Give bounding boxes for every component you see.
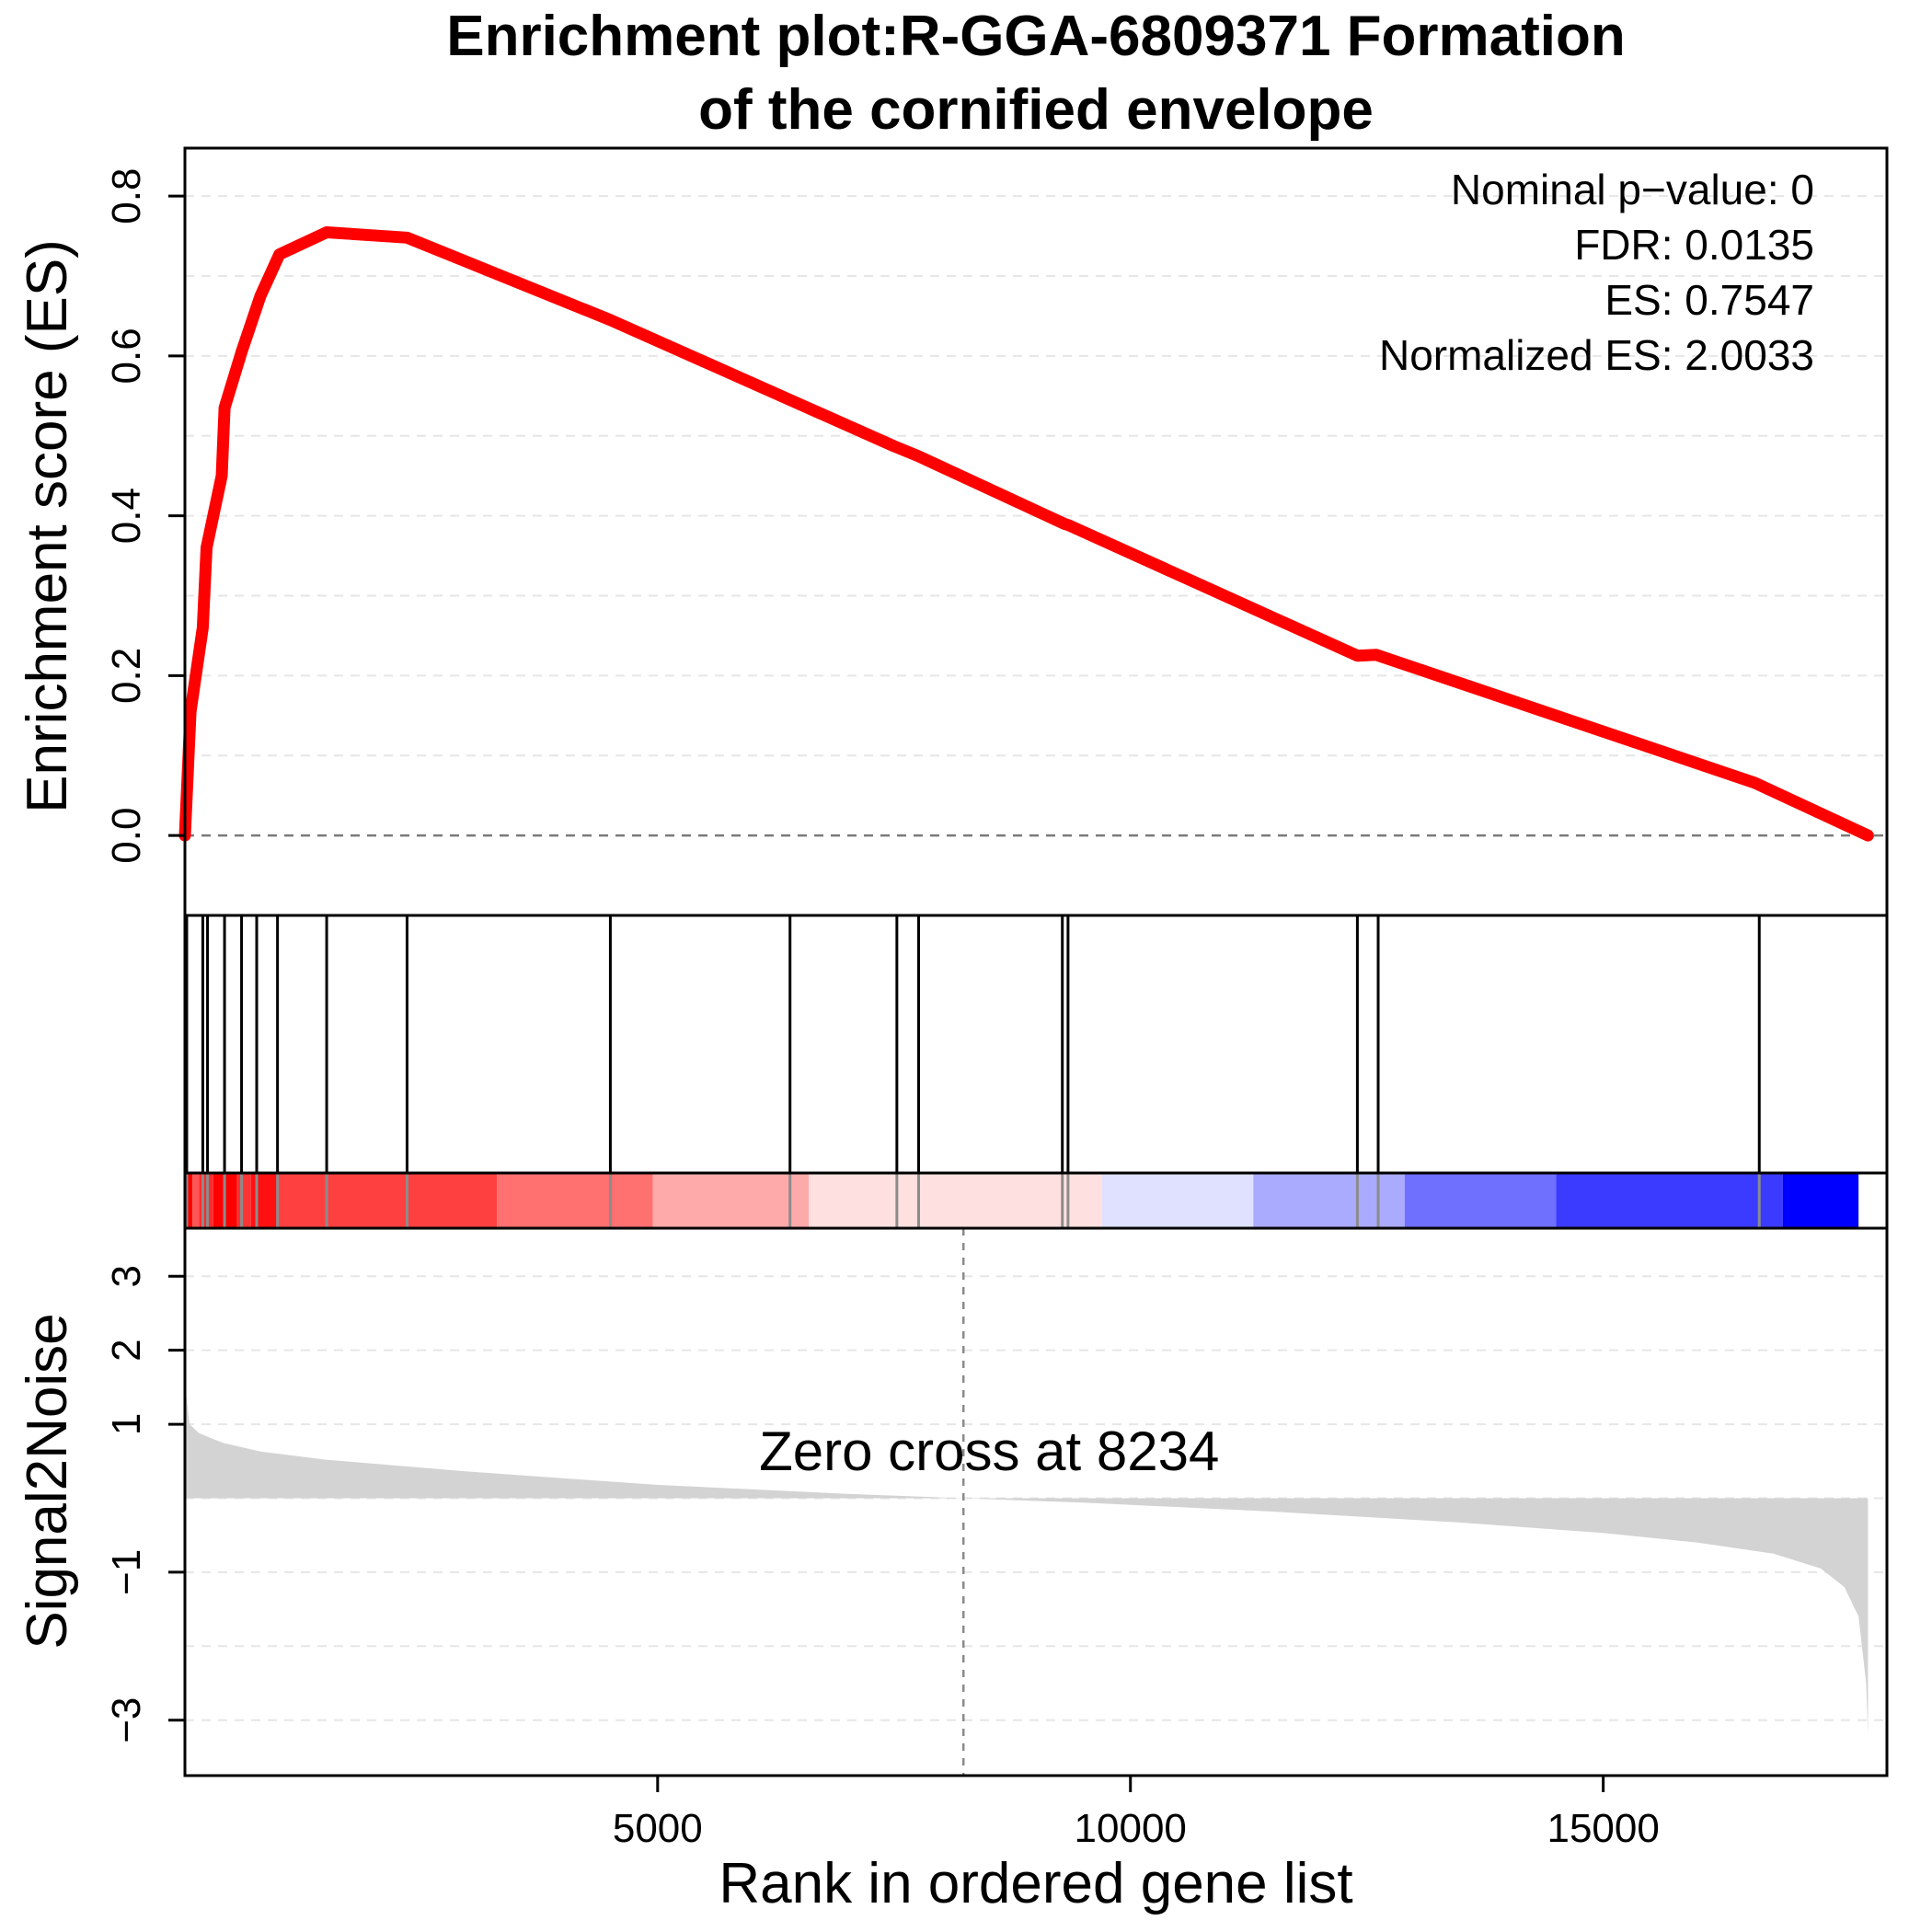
colorbar-segment xyxy=(199,1173,213,1228)
metric-y-axis: 3 2 1 −1 −3 xyxy=(104,1265,185,1743)
ranked-list-colorbar xyxy=(185,1173,1859,1228)
x-axis-label: Rank in ordered gene list xyxy=(719,1852,1352,1915)
chart-title-line-2: of the cornified envelope xyxy=(698,78,1374,142)
metric-y-tick-label: 3 xyxy=(104,1265,149,1287)
colorbar-segment xyxy=(192,1173,200,1228)
colorbar-segment xyxy=(185,1173,193,1228)
stat-fdr: FDR: 0.0135 xyxy=(1574,221,1814,269)
metric-panel-frame xyxy=(183,1226,1889,1777)
colorbar-segment xyxy=(809,1173,1102,1228)
stat-es: ES: 0.7547 xyxy=(1604,276,1814,324)
es-y-axis-label: Enrichment score (ES) xyxy=(16,239,79,813)
stat-normalized-es: Normalized ES: 2.0033 xyxy=(1379,331,1814,379)
stat-nominal-pvalue: Nominal p−value: 0 xyxy=(1451,166,1814,213)
colorbar-segment xyxy=(497,1173,653,1228)
es-y-tick-label: 0.6 xyxy=(104,328,149,384)
es-y-tick-label: 0.4 xyxy=(104,488,149,544)
zero-cross-label: Zero cross at 8234 xyxy=(759,1420,1219,1482)
colorbar-segment xyxy=(1782,1173,1859,1228)
colorbar-segment xyxy=(236,1173,251,1228)
colorbar-segment xyxy=(652,1173,810,1228)
es-y-tick-label: 0.0 xyxy=(104,808,149,864)
metric-y-tick-label: −1 xyxy=(104,1549,149,1595)
x-tick-label: 5000 xyxy=(613,1806,703,1851)
metric-y-tick-label: −3 xyxy=(104,1697,149,1743)
colorbar-segment xyxy=(1253,1173,1405,1228)
colorbar-segment xyxy=(1101,1173,1254,1228)
es-y-tick-label: 0.8 xyxy=(104,168,149,224)
chart-title-line-1: Enrichment plot:R-GGA-6809371 Formation xyxy=(446,5,1626,68)
x-axis: 5000 10000 15000 xyxy=(613,1776,1660,1851)
metric-y-tick-label: 2 xyxy=(104,1339,149,1361)
colorbar-segment xyxy=(1404,1173,1557,1228)
metric-y-axis-label: Signal2Noise xyxy=(16,1313,79,1649)
colorbar-segment xyxy=(279,1173,498,1228)
metric-y-tick-label: 1 xyxy=(104,1413,149,1435)
colorbar-segment xyxy=(250,1173,280,1228)
x-tick-label: 15000 xyxy=(1547,1806,1659,1851)
gene-set-hits xyxy=(185,915,1887,1228)
es-curve xyxy=(178,226,1874,842)
x-tick-label: 10000 xyxy=(1075,1806,1187,1851)
colorbar-segment xyxy=(1556,1173,1783,1228)
es-y-tick-label: 0.2 xyxy=(104,648,149,704)
es-y-axis: 0.0 0.2 0.4 0.6 0.8 xyxy=(104,168,185,864)
